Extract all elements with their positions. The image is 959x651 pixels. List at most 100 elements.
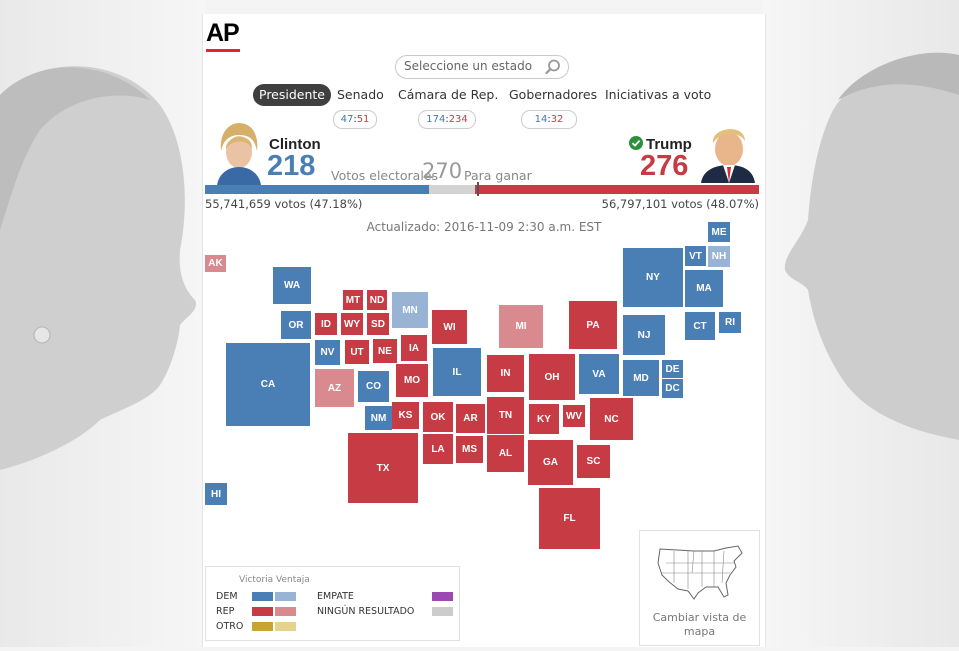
state-tile-nd[interactable]: ND — [367, 290, 387, 310]
state-label-tn: TN — [498, 410, 513, 421]
state-tile-dc[interactable]: DC — [662, 379, 683, 398]
state-tile-ok[interactable]: OK — [423, 402, 453, 432]
state-label-nc: NC — [604, 413, 619, 425]
ap-logo-text: AP — [206, 19, 240, 47]
senado-count[interactable]: 47:51 — [333, 110, 377, 129]
election-results-widget: AP Seleccione un estado Presidente Senad… — [202, 14, 766, 647]
state-tile-wv[interactable]: WV — [563, 405, 585, 427]
state-tile-il[interactable]: IL — [433, 348, 481, 396]
state-tile-md[interactable]: MD — [623, 360, 659, 396]
tab-gobernadores[interactable]: Gobernadores — [509, 87, 598, 102]
legend-dem-label: DEM — [216, 591, 238, 602]
state-tile-nm[interactable]: NM — [365, 406, 392, 430]
state-label-nh: NH — [711, 251, 727, 262]
state-tile-wa[interactable]: WA — [273, 267, 311, 304]
state-tile-fl[interactable]: FL — [539, 488, 600, 549]
camara-separator: : — [445, 114, 449, 125]
state-label-or: OR — [288, 319, 304, 331]
state-tile-or[interactable]: OR — [281, 311, 311, 339]
state-label-az: AZ — [327, 382, 342, 394]
state-tile-wi[interactable]: WI — [432, 310, 467, 344]
state-tile-ms[interactable]: MS — [456, 436, 483, 463]
state-tile-nh[interactable]: NH — [708, 246, 730, 267]
state-label-dc: DC — [665, 383, 680, 394]
tab-camara[interactable]: Cámara de Rep. — [398, 87, 499, 102]
state-tile-me[interactable]: ME — [708, 222, 730, 242]
state-tile-in[interactable]: IN — [487, 355, 524, 392]
tab-senado[interactable]: Senado — [337, 87, 384, 102]
state-tile-vt[interactable]: VT — [685, 246, 706, 266]
state-tile-la[interactable]: LA — [423, 434, 453, 464]
state-tile-ky[interactable]: KY — [529, 404, 559, 434]
state-tile-al[interactable]: AL — [487, 435, 524, 472]
gobernadores-count[interactable]: 14:32 — [521, 110, 577, 129]
state-label-nv: NV — [320, 347, 335, 358]
legend-rep-win-swatch — [252, 607, 273, 616]
state-label-md: MD — [633, 372, 649, 384]
state-tile-tx[interactable]: TX — [348, 433, 418, 503]
state-tile-ca[interactable]: CA — [226, 343, 310, 426]
state-tile-ut[interactable]: UT — [345, 340, 369, 364]
state-tile-tn[interactable]: TN — [487, 397, 524, 434]
change-map-view-button[interactable]: Cambiar vista de mapa — [639, 530, 760, 646]
state-tile-pa[interactable]: PA — [569, 301, 617, 349]
camara-count[interactable]: 174:234 — [418, 110, 476, 129]
us-map-icon — [657, 545, 743, 600]
state-tile-ct[interactable]: CT — [685, 312, 715, 340]
search-icon[interactable] — [544, 58, 562, 76]
state-label-ks: KS — [398, 410, 413, 421]
state-tile-ar[interactable]: AR — [456, 404, 485, 433]
state-search-input[interactable]: Seleccione un estado — [395, 55, 569, 79]
state-tile-va[interactable]: VA — [579, 354, 619, 394]
state-tile-ga[interactable]: GA — [528, 440, 573, 485]
to-win-number: 270 — [422, 159, 463, 183]
ap-logo-bar — [206, 49, 240, 52]
legend: Victoria Ventaja DEM REP OTRO EMPATE NIN… — [205, 566, 460, 641]
state-tile-ne[interactable]: NE — [373, 339, 397, 363]
state-tile-sc[interactable]: SC — [577, 445, 610, 478]
state-tile-nj[interactable]: NJ — [623, 315, 665, 355]
state-tile-mt[interactable]: MT — [343, 290, 363, 310]
clinton-bar — [205, 185, 429, 194]
state-label-ny: NY — [646, 272, 660, 283]
tab-presidente[interactable]: Presidente — [253, 84, 331, 106]
state-tile-co[interactable]: CO — [358, 371, 389, 402]
state-tile-ri[interactable]: RI — [719, 312, 741, 333]
state-tile-hi[interactable]: HI — [205, 483, 227, 505]
state-tile-mn[interactable]: MN — [392, 292, 428, 328]
state-label-mt: MT — [345, 294, 361, 306]
tab-iniciativas[interactable]: Iniciativas a voto — [605, 87, 712, 102]
state-tile-id[interactable]: ID — [315, 313, 337, 335]
state-tile-ma[interactable]: MA — [685, 270, 723, 307]
state-tile-mo[interactable]: MO — [396, 364, 428, 397]
state-label-ar: AR — [463, 413, 478, 424]
state-tile-ak[interactable]: AK — [205, 255, 226, 272]
winner-check-icon — [629, 136, 643, 150]
electoral-votes-label: Votos electorales — [331, 168, 439, 183]
search-placeholder: Seleccione un estado — [404, 59, 533, 73]
state-tile-mi[interactable]: MI — [499, 305, 543, 348]
legend-no-result-label: NINGÚN RESULTADO — [317, 606, 415, 617]
state-tile-az[interactable]: AZ — [315, 369, 354, 407]
trump-background-photo — [763, 0, 959, 647]
clinton-silhouette-icon — [0, 66, 197, 470]
state-tile-sd[interactable]: SD — [367, 313, 389, 335]
state-label-ri: RI — [725, 317, 735, 328]
state-label-vt: VT — [689, 250, 702, 262]
state-tile-ia[interactable]: IA — [401, 335, 427, 361]
state-tile-nv[interactable]: NV — [315, 340, 340, 365]
state-tile-nc[interactable]: NC — [590, 398, 633, 440]
state-tile-oh[interactable]: OH — [529, 354, 575, 400]
state-label-al: AL — [498, 448, 513, 459]
state-label-ok: OK — [430, 411, 446, 423]
clinton-avatar — [215, 121, 263, 185]
state-label-mn: MN — [402, 304, 418, 316]
state-tile-ny[interactable]: NY — [623, 248, 683, 307]
state-label-la: LA — [431, 443, 445, 455]
legend-no-result-swatch — [432, 607, 453, 616]
state-tile-ks[interactable]: KS — [392, 402, 419, 429]
state-label-co: CO — [366, 381, 381, 392]
state-tile-wy[interactable]: WY — [341, 313, 363, 335]
senado-rep-count: 51 — [356, 114, 370, 125]
state-tile-de[interactable]: DE — [662, 360, 683, 378]
